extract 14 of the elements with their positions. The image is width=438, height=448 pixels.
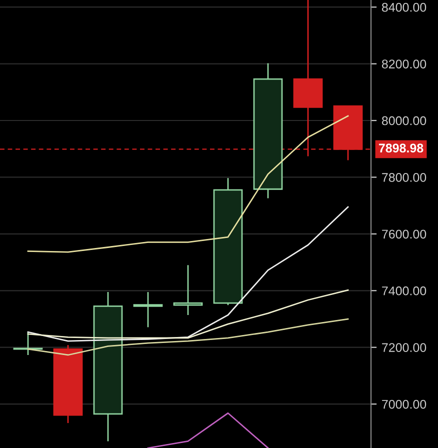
candlestick (173, 264, 203, 316)
y-tick-label: 7200.00 (382, 343, 426, 352)
line-series (27, 206, 349, 342)
candlestick (133, 291, 163, 328)
ref-line-label: 7898.98 (378, 144, 424, 153)
y-tick-label: 7000.00 (382, 400, 426, 409)
y-tick-label: 8200.00 (382, 60, 426, 68)
y-tick-label: 8400.00 (382, 2, 426, 12)
y-tick-label: 7400.00 (382, 286, 426, 296)
y-tick-label: 7600.00 (382, 230, 426, 239)
line-series (27, 115, 349, 253)
line-series (27, 289, 349, 339)
y-tick-label: 7800.00 (382, 173, 426, 182)
y-tick-label: 8000.00 (382, 116, 426, 126)
